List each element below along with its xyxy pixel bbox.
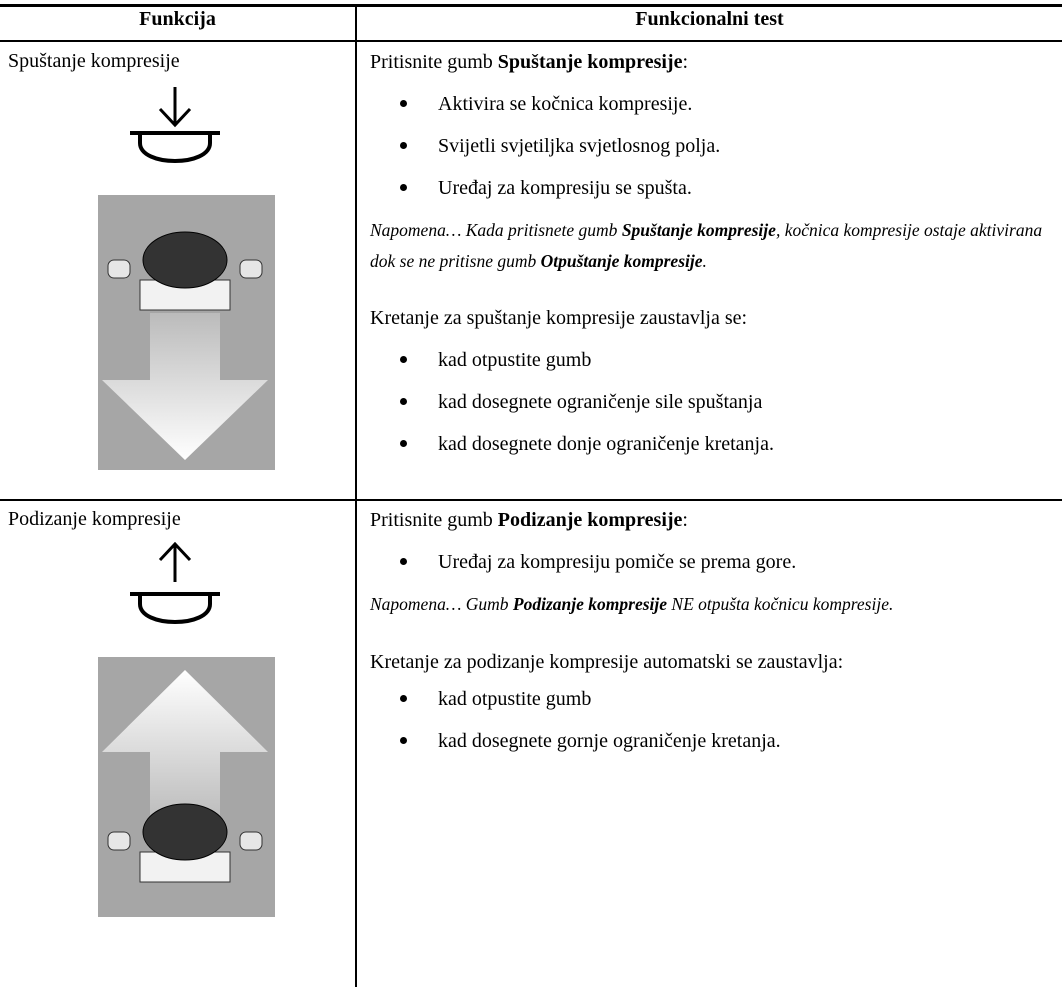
test-cell: Pritisnite gumb Spuštanje kompresije: Ak… bbox=[370, 41, 1055, 465]
bullet: kad dosegnete donje ograničenje kretanja… bbox=[370, 423, 1055, 465]
header-cell: Funkcija bbox=[139, 8, 216, 30]
function-name: Podizanje kompresije bbox=[8, 508, 181, 530]
header-cell: Funkcionalni test bbox=[635, 8, 784, 30]
bullet: Uređaj za kompresiju se spušta. bbox=[370, 167, 1055, 209]
text: NE otpušta kočnicu kompresije. bbox=[667, 594, 894, 614]
text: , kočnica kompresije ostaje aktivirana d… bbox=[370, 220, 1043, 271]
intro: Pritisnite gumb Spuštanje kompresije: bbox=[370, 41, 1055, 83]
header-border bbox=[0, 40, 1062, 42]
bullet-list: kad otpustite gumb kad dosegnete ogranič… bbox=[370, 339, 1055, 465]
text: Napomena… Gumb bbox=[370, 594, 513, 614]
bullet: kad otpustite gumb bbox=[370, 339, 1055, 381]
button-name: Spuštanje kompresije bbox=[497, 51, 683, 73]
raise-compression-icon bbox=[98, 542, 275, 917]
row-border bbox=[0, 499, 1062, 501]
stop-text: Kretanje za podizanje kompresije automat… bbox=[370, 651, 844, 673]
text: Napomena… Kada pritisnete gumb bbox=[370, 220, 622, 240]
function-name: Spuštanje kompresije bbox=[8, 50, 180, 72]
button-name: Otpuštanje kompresije bbox=[540, 251, 703, 271]
lower-compression-icon bbox=[98, 87, 275, 470]
button-name: Podizanje kompresije bbox=[512, 594, 668, 614]
button-name: Spuštanje kompresije bbox=[621, 220, 776, 240]
column-divider bbox=[355, 5, 357, 987]
bullet-list: kad otpustite gumb kad dosegnete gornje … bbox=[370, 678, 1055, 762]
bullet: kad dosegnete ograničenje sile spuštanja bbox=[370, 381, 1055, 423]
bullet: kad otpustite gumb bbox=[370, 678, 1055, 720]
bullet-list: Uređaj za kompresiju pomiče se prema gor… bbox=[370, 541, 1055, 583]
test-cell: Pritisnite gumb Podizanje kompresije: Ur… bbox=[370, 499, 1055, 762]
button-name: Podizanje kompresije bbox=[497, 509, 683, 531]
table-top-border bbox=[0, 4, 1062, 7]
note: Napomena… Gumb Podizanje kompresije NE o… bbox=[370, 589, 1055, 620]
note: Napomena… Kada pritisnete gumb Spuštanje… bbox=[370, 215, 1055, 277]
text: Pritisnite gumb bbox=[370, 51, 498, 73]
text: Pritisnite gumb bbox=[370, 509, 498, 531]
text: . bbox=[702, 251, 707, 271]
bullet: Aktivira se kočnica kompresije. bbox=[370, 83, 1055, 125]
bullet: kad dosegnete gornje ograničenje kretanj… bbox=[370, 720, 1055, 762]
text: : bbox=[682, 51, 689, 73]
stop-text: Kretanje za spuštanje kompresije zaustav… bbox=[370, 307, 748, 329]
bullet-list: Aktivira se kočnica kompresije. Svijetli… bbox=[370, 83, 1055, 209]
bullet: Uređaj za kompresiju pomiče se prema gor… bbox=[370, 541, 1055, 583]
bullet: Svijetli svjetiljka svjetlosnog polja. bbox=[370, 125, 1055, 167]
intro: Pritisnite gumb Podizanje kompresije: bbox=[370, 499, 1055, 541]
text: : bbox=[682, 509, 688, 531]
